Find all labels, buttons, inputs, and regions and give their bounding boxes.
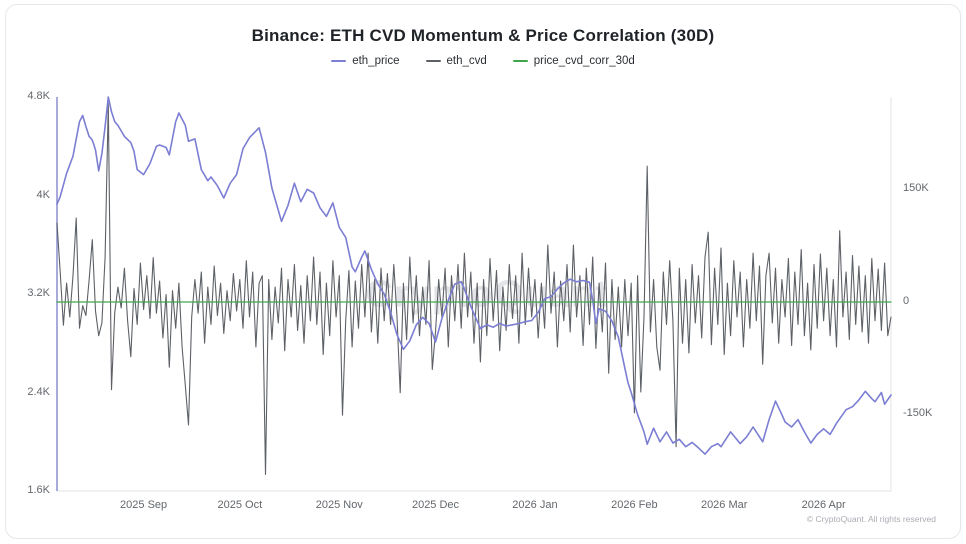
x-axis-tick: 2026 Mar [700,499,748,511]
x-axis-tick: 2025 Sep [120,499,168,511]
x-axis-tick: 2026 Jan [512,499,558,511]
series-line-eth-price[interactable] [56,96,892,455]
series-line-eth-cvd[interactable] [56,102,892,476]
left-axis-tick: 3.2K [27,287,50,299]
left-axis-tick: 4K [36,188,50,201]
right-axis-tick: 0 [903,294,910,307]
legend-swatch-price-cvd-corr [512,60,528,62]
legend-swatch-eth-cvd [425,60,441,62]
left-axis-tick: 2.4K [27,385,50,398]
x-axis-tick: 2026 Apr [801,499,846,511]
right-axis-tick: 150K [903,182,929,195]
legend-item-eth-cvd[interactable]: eth_cvd [425,55,487,67]
x-axis-tick: 2025 Dec [411,499,460,511]
legend-label-price-cvd-corr: price_cvd_corr_30d [533,55,635,67]
x-axis-tick: 2025 Nov [315,499,363,511]
legend-item-eth-price[interactable]: eth_price [331,55,400,67]
copyright: © CryptoQuant. All rights reserved [806,514,936,524]
legend-swatch-eth-price [331,60,347,62]
x-axis-tick: 2025 Oct [217,499,263,511]
legend-item-price-cvd-corr[interactable]: price_cvd_corr_30d [512,55,635,67]
legend-label-eth-price: eth_price [352,55,400,67]
left-axis-tick: 1.6K [27,484,50,496]
legend: eth_price eth_cvd price_cvd_corr_30d [0,55,966,67]
left-axis-tick: 4.8K [27,90,50,102]
legend-label-eth-cvd: eth_cvd [446,55,487,67]
right-axis-tick: -150K [903,407,933,420]
chart-title: Binance: ETH CVD Momentum & Price Correl… [251,26,715,45]
x-axis-tick: 2026 Feb [611,499,658,511]
